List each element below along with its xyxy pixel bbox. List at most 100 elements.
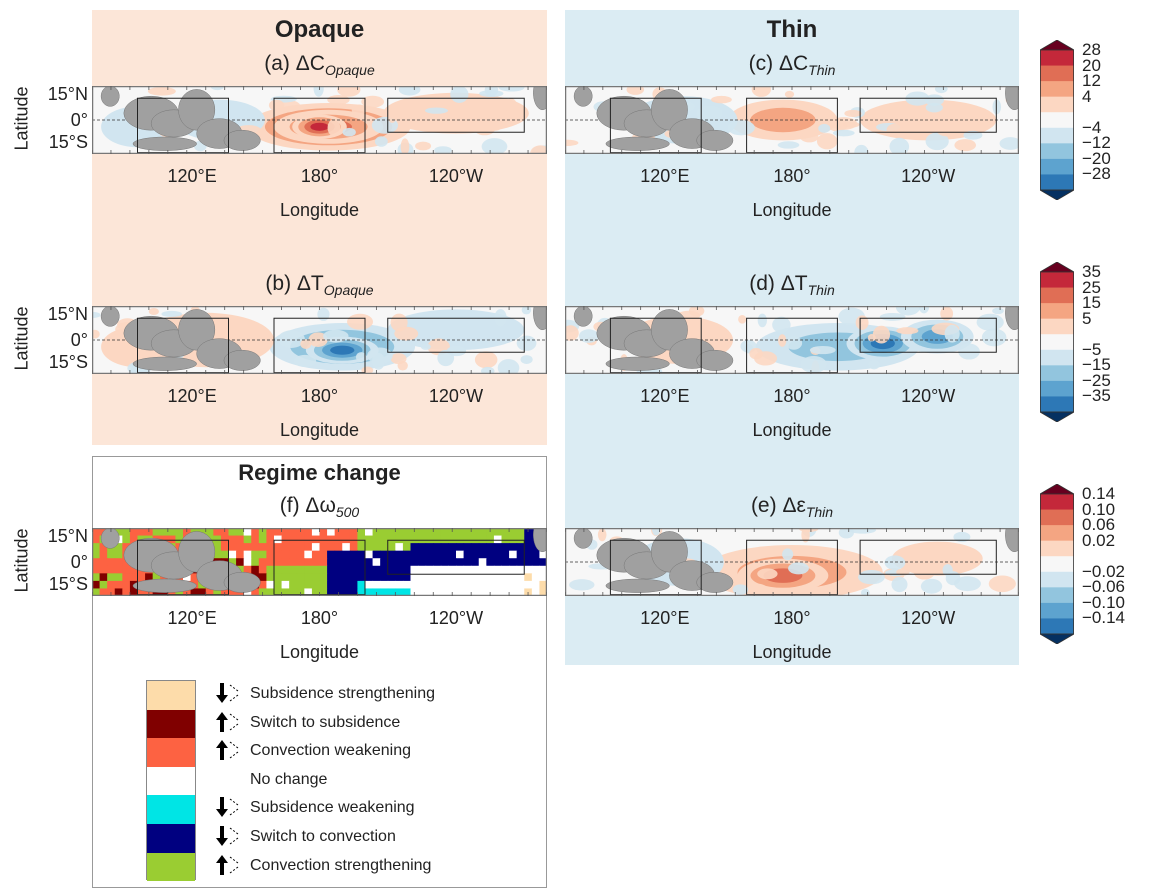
regime-title: Regime change <box>238 460 401 485</box>
legend-label: Subsidence weakening <box>250 799 415 817</box>
panel-e-title-subscript: Thin <box>805 504 834 521</box>
panel-b-xlabel: Longitude <box>279 420 360 440</box>
colorbar-emissivity-tick: −0.02 <box>1082 561 1126 581</box>
legend-label: Switch to convection <box>250 828 396 845</box>
panel-d-lon-tick: 120°E <box>640 386 690 406</box>
colorbar-temperature-tick: −25 <box>1082 370 1111 390</box>
panel-b-map <box>92 306 547 374</box>
panel-b-title-main: (b) ΔT <box>265 272 324 295</box>
colorbar-emissivity-tick: 0.14 <box>1082 484 1116 503</box>
panel-f-lon-tick: 120°W <box>428 608 484 628</box>
legend-swatch <box>147 852 195 882</box>
arrow-icon <box>216 797 239 818</box>
legend-swatch <box>147 766 195 796</box>
panel-c-lon-tick: 120°E <box>640 166 690 186</box>
colorbar-emissivity <box>1040 484 1074 644</box>
panel-b-lat-tick: 15°N <box>47 304 88 324</box>
colorbar-cover <box>1040 40 1074 200</box>
legend-item: Convection strengthening <box>210 852 431 880</box>
legend-label: No change <box>250 770 328 788</box>
panel-d-map <box>565 306 1019 374</box>
legend-label: Subsidence strengthening <box>250 685 436 702</box>
legend-swatch <box>147 795 195 824</box>
colorbar-cover-tick: 28 <box>1082 40 1101 59</box>
panel-f-lon-tick: 180° <box>300 608 339 628</box>
panel-b-ylabel: Latitude <box>11 306 32 371</box>
panel-a-lon-tick: 120°E <box>167 166 217 186</box>
colorbar-cover-tick: 4 <box>1082 86 1092 106</box>
panel-c-lon-tick: 180° <box>773 166 811 186</box>
panel-e-map <box>565 528 1019 596</box>
panel-f-lon-tick: 120°E <box>167 608 217 628</box>
panel-a-title: (a) ΔCOpaque <box>92 52 547 78</box>
panel-d-title-subscript: Thin <box>807 282 835 299</box>
opaque-title: Opaque <box>274 16 365 43</box>
panel-a-lat-tick: 15°N <box>47 84 88 104</box>
arrow-icon <box>216 826 239 846</box>
legend-label: Convection weakening <box>250 742 411 760</box>
arrow-icon <box>216 711 239 732</box>
panel-b-lon-tick: 120°E <box>167 386 217 406</box>
panel-b-lat-tick: 0° <box>70 330 88 350</box>
panel-a-lat-tick: 15°S <box>48 132 88 152</box>
colorbar-temperature-tick: −15 <box>1082 355 1111 375</box>
legend-item: Subsidence weakening <box>210 794 415 822</box>
panel-e-title-main: (e) Δε <box>750 494 806 517</box>
colorbar-cover-tick: −28 <box>1082 164 1111 184</box>
panel-a-title-main: (a) ΔC <box>264 52 325 75</box>
colorbar-emissivity-tick: −0.14 <box>1082 608 1126 628</box>
colorbar-emissivity-tick: −0.06 <box>1082 577 1126 597</box>
panel-c-xlabel: Longitude <box>752 200 832 220</box>
panel-f-title-main: (f) Δω <box>279 494 336 517</box>
panel-d-title: (d) ΔTThin <box>565 272 1019 298</box>
legend-label: Convection strengthening <box>250 856 432 874</box>
panel-d-lon-tick: 180° <box>773 386 811 406</box>
panel-c-map <box>565 86 1019 154</box>
thin-title: Thin <box>766 16 818 43</box>
arrow-icon <box>216 683 239 703</box>
arrow-icon <box>210 767 242 793</box>
colorbar-temperature <box>1040 262 1074 422</box>
panel-a-xlabel: Longitude <box>279 200 360 220</box>
colorbar-temperature-tick: −5 <box>1082 339 1102 359</box>
colorbar-cover-tick: −12 <box>1082 133 1111 153</box>
legend-swatch <box>147 823 195 853</box>
colorbar-temperature-tick: −35 <box>1082 386 1111 406</box>
colorbar-cover-tick: −20 <box>1082 148 1111 168</box>
panel-f-ylabel: Latitude <box>11 528 32 593</box>
legend-item: Switch to convection <box>210 823 396 851</box>
panel-e-lon-tick: 180° <box>773 608 811 628</box>
legend-swatch <box>147 681 195 710</box>
legend-item: Convection weakening <box>210 737 411 765</box>
panel-f-title-subscript: 500 <box>335 504 360 521</box>
colorbar-cover-tick: 20 <box>1082 55 1101 75</box>
panel-a-lat-tick: 0° <box>70 110 88 130</box>
colorbar-emissivity-tick: −0.10 <box>1082 592 1126 612</box>
panel-b-title: (b) ΔTOpaque <box>92 272 547 298</box>
colorbar-temperature-tick: 15 <box>1082 293 1101 313</box>
panel-e-lon-tick: 120°E <box>640 608 690 628</box>
regime-legend-swatches <box>146 680 196 882</box>
panel-c-title-subscript: Thin <box>808 62 836 79</box>
legend-swatch <box>147 709 195 739</box>
legend-item: Subsidence strengthening <box>210 680 435 708</box>
panel-d-lon-tick: 120°W <box>901 386 956 406</box>
panel-d-title-main: (d) ΔT <box>749 272 808 295</box>
arrow-icon <box>216 854 239 875</box>
panel-a-ylabel: Latitude <box>11 86 32 151</box>
panel-f-lat-tick: 15°S <box>48 574 88 594</box>
panel-b-lon-tick: 120°W <box>428 386 484 406</box>
panel-e-title: (e) ΔεThin <box>565 494 1019 520</box>
colorbar-cover-tick: 12 <box>1082 71 1101 91</box>
legend-item: No change <box>210 766 327 794</box>
panel-e-xlabel: Longitude <box>752 642 832 662</box>
panel-c-title: (c) ΔCThin <box>565 52 1019 78</box>
colorbar-emissivity-tick: 0.06 <box>1082 515 1116 535</box>
legend-swatch <box>147 738 195 767</box>
panel-f-title: (f) Δω500 <box>92 494 547 520</box>
colorbar-emissivity-tick: 0.02 <box>1082 530 1116 550</box>
panel-b-lat-tick: 15°S <box>48 352 88 372</box>
panel-e-lon-tick: 120°W <box>901 608 956 628</box>
panel-a-title-subscript: Opaque <box>324 62 375 79</box>
arrow-icon <box>216 740 239 761</box>
